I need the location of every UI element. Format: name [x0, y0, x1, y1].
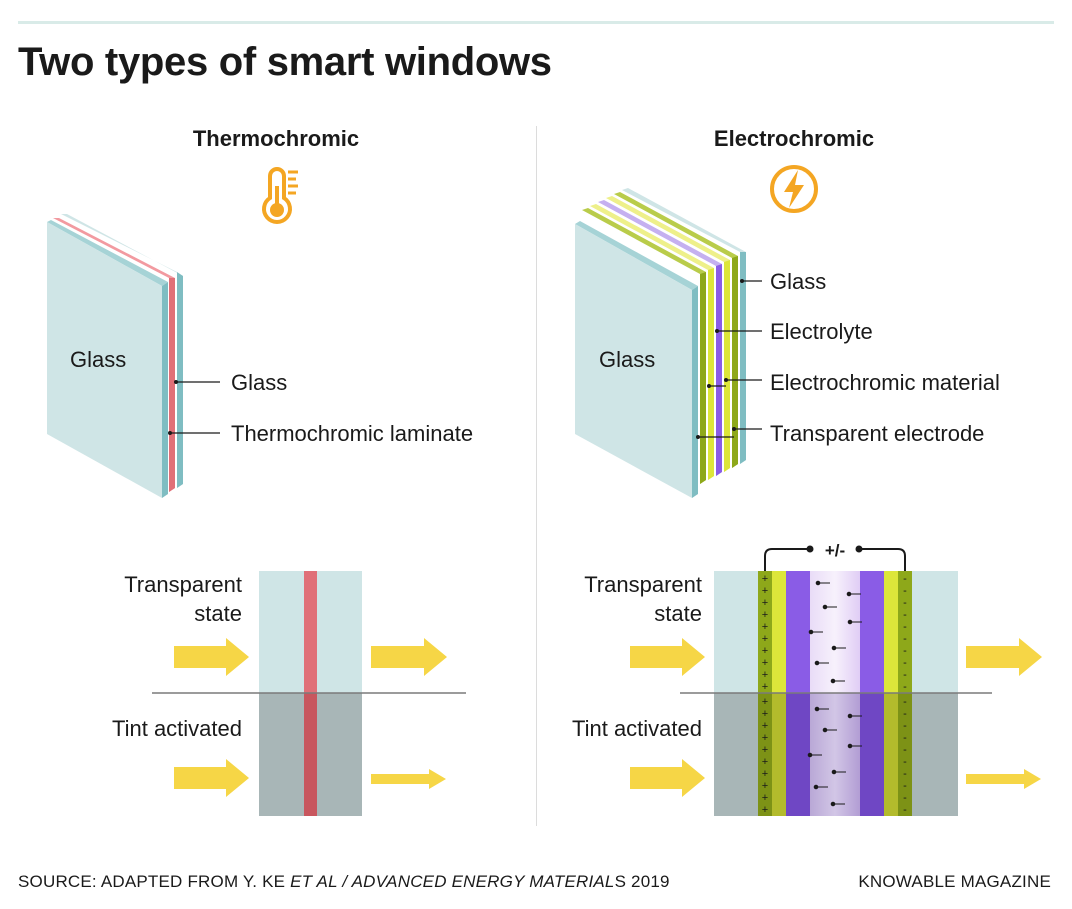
- publisher-credit: KNOWABLE MAGAZINE: [858, 872, 1051, 891]
- svg-text:+: +: [762, 609, 768, 621]
- svg-text:-: -: [903, 708, 907, 720]
- svg-text:+: +: [762, 645, 768, 657]
- svg-text:+: +: [762, 696, 768, 708]
- lightning-icon: [770, 165, 818, 213]
- electro-state-transparent-2: state: [654, 601, 702, 626]
- voltage-label: +/-: [825, 541, 845, 560]
- svg-text:+: +: [762, 768, 768, 780]
- svg-text:-: -: [903, 573, 907, 585]
- electro-state-transparent-1: Transparent: [584, 572, 702, 597]
- svg-text:-: -: [903, 681, 907, 693]
- svg-text:-: -: [903, 621, 907, 633]
- svg-text:+: +: [762, 681, 768, 693]
- svg-text:-: -: [903, 609, 907, 621]
- svg-text:+: +: [762, 669, 768, 681]
- thermometer-icon: [262, 167, 298, 224]
- svg-text:-: -: [903, 645, 907, 657]
- electro-callout-lines: [698, 280, 762, 438]
- column-divider: [536, 126, 537, 826]
- thermo-light-arrows: [174, 638, 447, 797]
- svg-text:-: -: [903, 720, 907, 732]
- svg-text:-: -: [903, 768, 907, 780]
- thermo-state-transparent-1: Transparent: [124, 572, 242, 597]
- electrochromic-pane: [575, 188, 746, 498]
- thermo-callout-laminate: Thermochromic laminate: [231, 421, 473, 446]
- thermochromic-pane: [47, 214, 183, 498]
- svg-text:-: -: [903, 669, 907, 681]
- svg-text:-: -: [903, 633, 907, 645]
- svg-text:-: -: [903, 780, 907, 792]
- electrochromic-heading: Electrochromic: [713, 126, 875, 151]
- svg-text:+: +: [762, 732, 768, 744]
- svg-text:+: +: [762, 756, 768, 768]
- electro-callout-electrode: Transparent electrode: [770, 421, 984, 446]
- svg-text:+: +: [762, 780, 768, 792]
- svg-text:+: +: [762, 633, 768, 645]
- svg-text:-: -: [903, 744, 907, 756]
- svg-text:+: +: [762, 744, 768, 756]
- electro-state-tint: Tint activated: [572, 716, 702, 741]
- thermo-cross-section: [152, 571, 466, 816]
- electro-light-arrows: [630, 638, 1042, 797]
- source-credit: SOURCE: ADAPTED FROM Y. KE ET AL / ADVAN…: [18, 872, 670, 891]
- thermo-state-tint: Tint activated: [112, 716, 242, 741]
- svg-text:+: +: [762, 804, 768, 816]
- thermo-callout-glass: Glass: [231, 370, 287, 395]
- thermo-front-glass-label: Glass: [70, 347, 126, 372]
- top-rule: [18, 21, 1054, 24]
- ion-arrows: [807, 580, 862, 807]
- svg-text:+: +: [762, 708, 768, 720]
- electrode-charge-signs: +++ +++ +++ +++ +++ +++ ++ --- --- --- -…: [762, 573, 907, 816]
- svg-text:-: -: [903, 804, 907, 816]
- svg-text:-: -: [903, 597, 907, 609]
- thermo-state-transparent-2: state: [194, 601, 242, 626]
- svg-text:+: +: [762, 621, 768, 633]
- svg-text:+: +: [762, 720, 768, 732]
- svg-text:+: +: [762, 657, 768, 669]
- svg-text:-: -: [903, 756, 907, 768]
- electro-callout-electrolyte: Electrolyte: [770, 319, 873, 344]
- svg-text:-: -: [903, 696, 907, 708]
- electro-callout-dots: [696, 279, 744, 439]
- electro-callout-ec-material: Electrochromic material: [770, 370, 1000, 395]
- electro-callout-glass: Glass: [770, 269, 826, 294]
- page-title: Two types of smart windows: [18, 40, 552, 84]
- electro-front-glass-label: Glass: [599, 347, 655, 372]
- svg-text:-: -: [903, 792, 907, 804]
- svg-text:+: +: [762, 585, 768, 597]
- thermochromic-heading: Thermochromic: [192, 126, 360, 151]
- electro-cross-section: [680, 571, 992, 816]
- svg-text:+: +: [762, 573, 768, 585]
- svg-text:+: +: [762, 792, 768, 804]
- svg-text:+: +: [762, 597, 768, 609]
- svg-text:-: -: [903, 657, 907, 669]
- svg-text:-: -: [903, 732, 907, 744]
- svg-text:-: -: [903, 585, 907, 597]
- voltage-circuit: [764, 545, 906, 571]
